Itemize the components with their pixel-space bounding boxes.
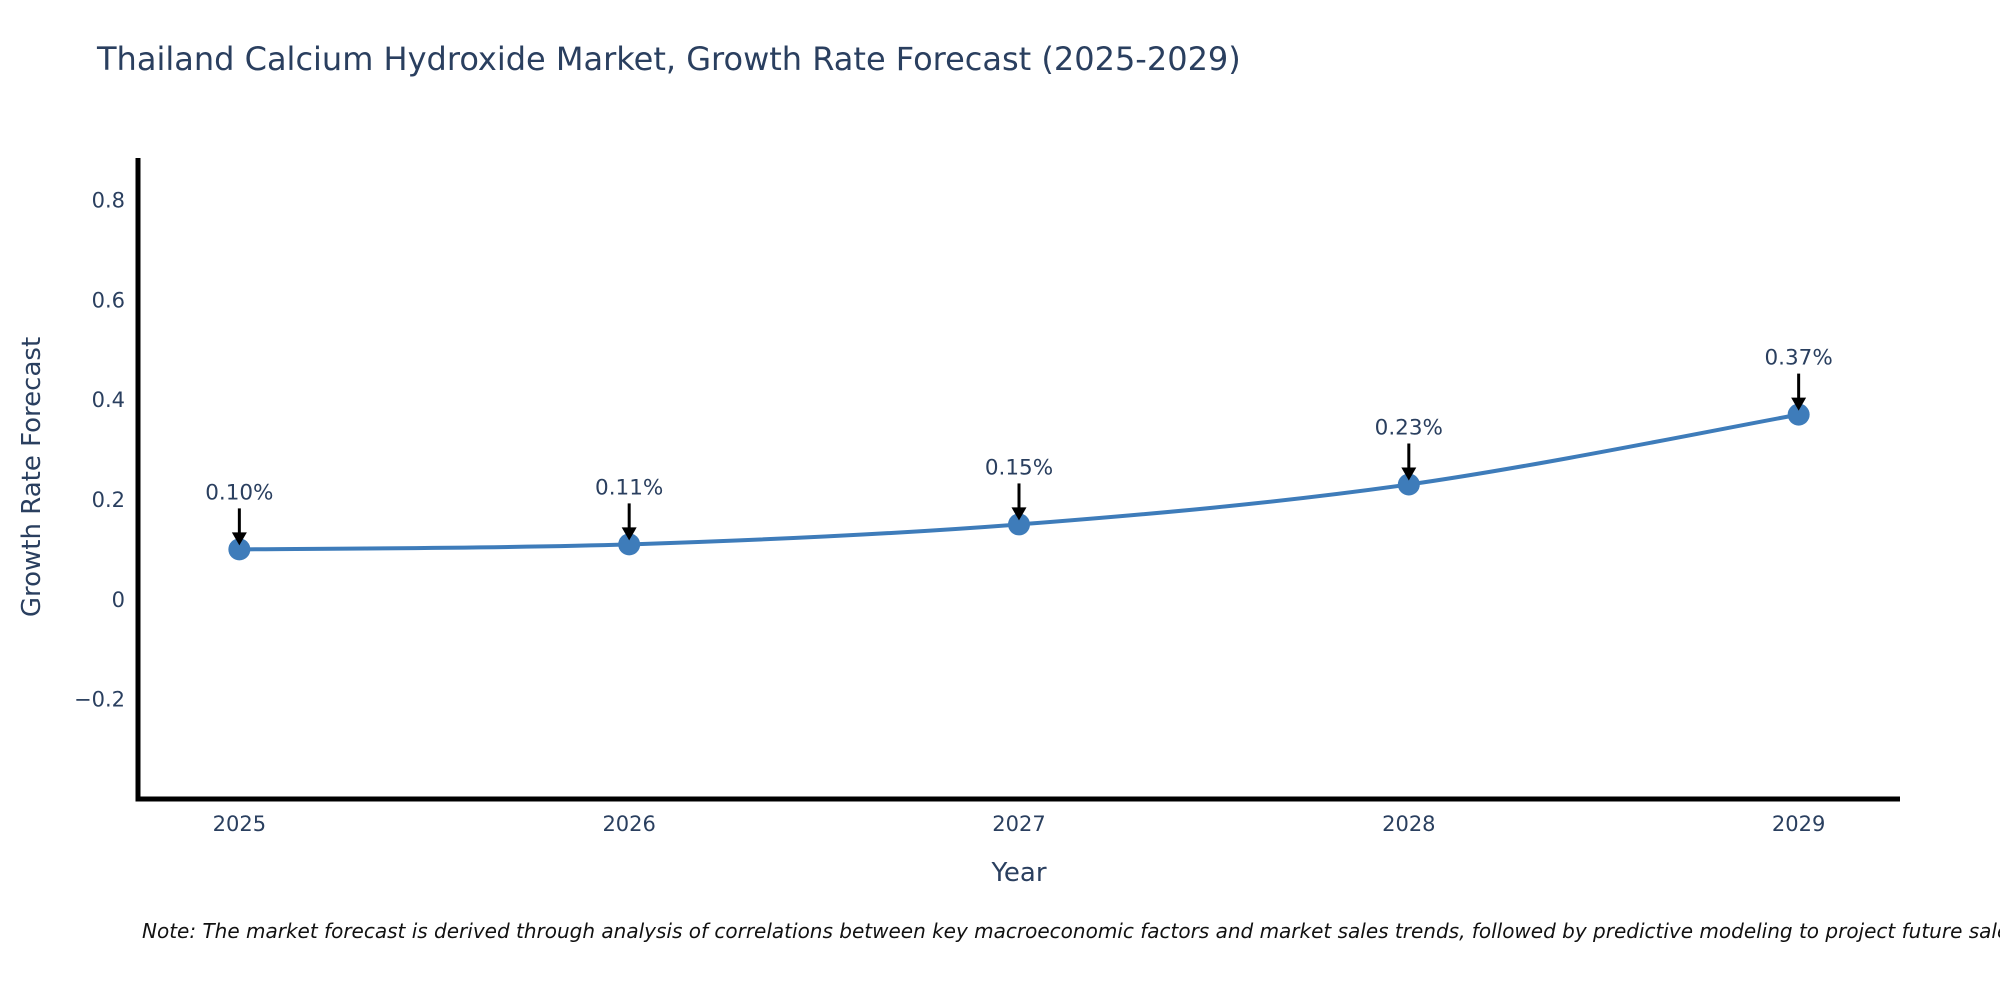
footnote: Note: The market forecast is derived thr… (142, 919, 2000, 943)
annotation-arrowhead (231, 532, 247, 546)
data-point-marker[interactable] (1397, 473, 1420, 496)
y-tick-label: 0.4 (92, 388, 125, 412)
axis-lines (135, 158, 1900, 802)
data-point-marker[interactable] (1787, 403, 1810, 426)
y-tick-label: 0.2 (92, 488, 125, 512)
data-point-marker[interactable] (1008, 513, 1030, 536)
point-annotation: 0.15% (985, 455, 1053, 480)
chart-title: Thailand Calcium Hydroxide Market, Growt… (97, 40, 1241, 78)
annotation-arrowhead (1011, 507, 1027, 521)
y-tick-label: −0.2 (74, 688, 125, 712)
x-tick-label: 2025 (213, 812, 266, 836)
annotation-arrowhead (1791, 397, 1807, 411)
point-annotation: 0.10% (205, 480, 273, 505)
data-point-marker[interactable] (618, 533, 641, 556)
point-annotation: 0.23% (1375, 415, 1443, 440)
x-axis-title: Year (991, 858, 1047, 888)
annotation-arrowhead (1401, 467, 1417, 481)
point-annotation: 0.37% (1764, 346, 1832, 371)
x-tick-label: 2027 (992, 812, 1045, 836)
annotation-arrowhead (621, 527, 637, 541)
y-tick-label: 0 (112, 588, 125, 612)
x-tick-label: 2028 (1382, 812, 1435, 836)
point-annotation: 0.11% (595, 475, 663, 500)
x-tick-label: 2026 (602, 812, 655, 836)
y-tick-label: 0.6 (92, 288, 125, 312)
x-tick-label: 2029 (1772, 812, 1825, 836)
data-point-marker[interactable] (228, 538, 251, 561)
y-tick-label: 0.8 (92, 188, 125, 212)
